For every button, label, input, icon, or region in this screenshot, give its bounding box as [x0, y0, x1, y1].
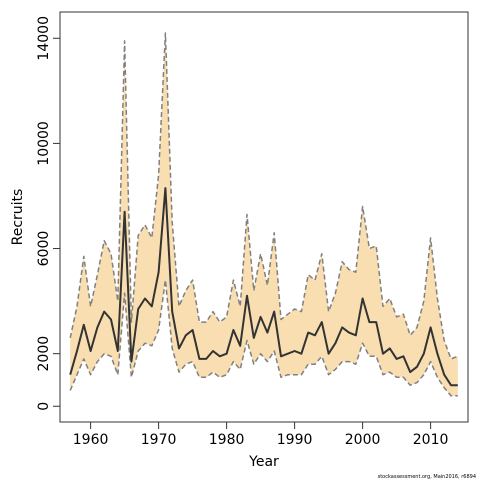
x-tick-label: 1990	[277, 432, 313, 448]
median-recruits-line	[69, 187, 458, 387]
x-axis: 1960 1970 1980 1990 2000 2010	[73, 422, 449, 448]
plot-frame	[59, 11, 469, 423]
x-tick-label: 1960	[73, 432, 109, 448]
x-tick-label: 1970	[141, 432, 177, 448]
y-tick-label: 0	[36, 402, 52, 411]
y-tick-label: 10000	[36, 121, 52, 166]
y-tick-label: 14000	[36, 16, 52, 61]
x-tick-label: 2010	[413, 432, 449, 448]
plot-area	[69, 32, 459, 397]
y-axis-title: Recruits	[10, 189, 26, 246]
y-axis: 0 2000 6000 10000 14000	[36, 16, 60, 411]
y-tick-label: 2000	[36, 336, 52, 372]
x-tick-label: 1980	[209, 432, 245, 448]
x-axis-title: Year	[248, 454, 279, 470]
y-tick-label: 6000	[36, 231, 52, 267]
x-tick-label: 2000	[345, 432, 381, 448]
credit-note: stockassessment.org, Main2016, r6894	[378, 474, 476, 480]
lower-bound-line	[69, 279, 458, 397]
